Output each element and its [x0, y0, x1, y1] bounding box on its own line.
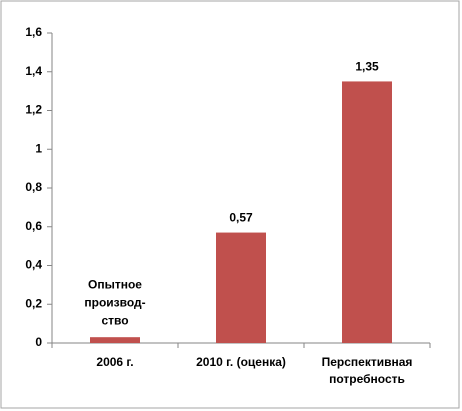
y-tick-label: 1,6 [25, 25, 42, 39]
y-tick-label: 1 [35, 141, 42, 155]
value-label: 0,57 [229, 211, 253, 225]
annotation: производ- [84, 295, 145, 309]
bar [216, 232, 266, 343]
annotation: ство [101, 313, 128, 327]
y-tick-label: 0,4 [25, 258, 42, 272]
y-tick-label: 1,4 [25, 64, 42, 78]
bar [90, 337, 140, 343]
y-tick-label: 0,8 [25, 180, 42, 194]
bar [342, 81, 392, 343]
x-tick-label: 2010 г. (оценка) [196, 355, 286, 369]
y-tick-label: 0,6 [25, 219, 42, 233]
value-label: 1,35 [355, 60, 379, 74]
x-tick-label: 2006 г. [96, 355, 134, 369]
annotation: Опытное [88, 277, 142, 291]
y-tick-label: 0,2 [25, 296, 42, 310]
y-tick-label: 1,2 [25, 103, 42, 117]
x-tick-label: Перспективная потребность [321, 355, 413, 386]
y-tick-label: 0 [35, 335, 42, 349]
